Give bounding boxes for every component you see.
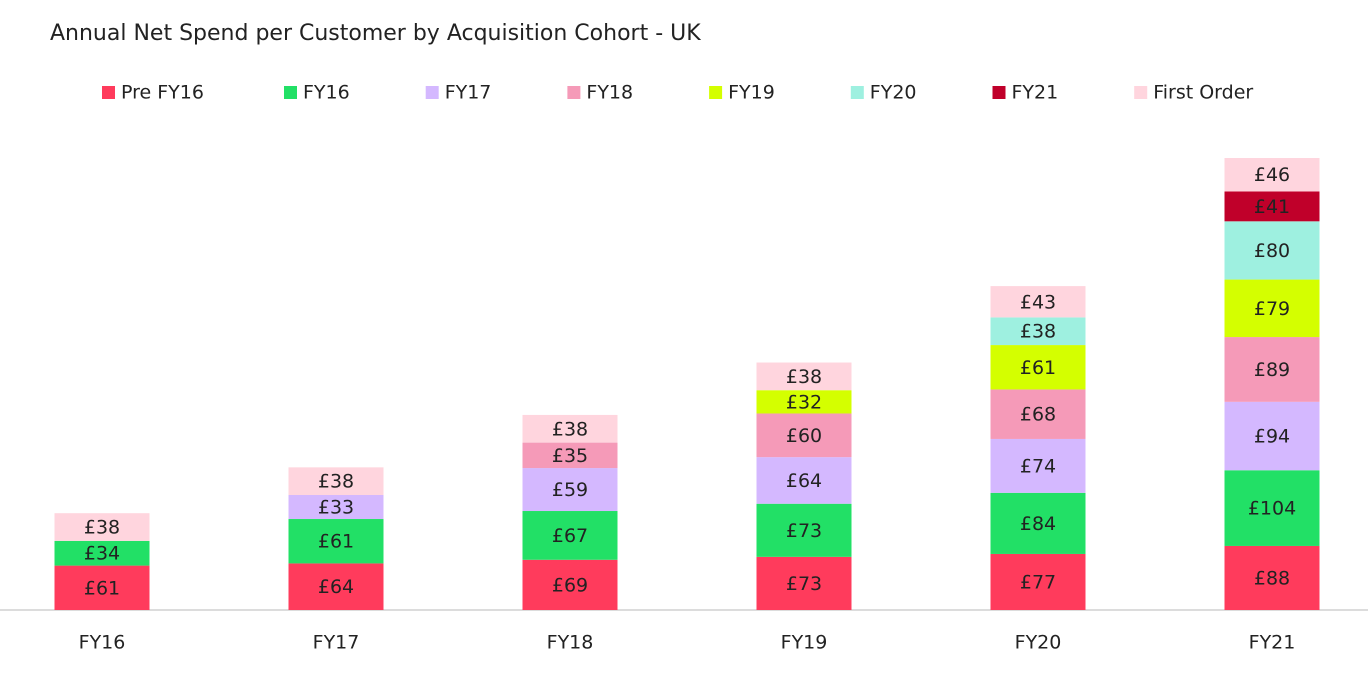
- bar-segment: [1224, 158, 1320, 192]
- bar-segment: [522, 511, 618, 560]
- bar-segment: [522, 468, 618, 512]
- bar-segment: [990, 286, 1086, 318]
- data-label: £38: [786, 366, 822, 388]
- bar-segment: [522, 442, 618, 469]
- legend-label: FY17: [445, 82, 492, 104]
- legend-label: FY21: [1012, 82, 1059, 104]
- bar-segment: [990, 389, 1086, 439]
- legend-label: FY20: [870, 82, 917, 104]
- data-label: £32: [786, 391, 822, 413]
- x-tick-label: FY16: [79, 632, 126, 654]
- data-label: £73: [786, 573, 822, 595]
- bar-segment: [990, 438, 1086, 493]
- data-label: £38: [318, 471, 354, 493]
- x-tick-label: FY17: [313, 632, 360, 654]
- x-tick-label: FY19: [781, 632, 828, 654]
- bar-segment: [288, 563, 384, 610]
- data-label: £94: [1254, 426, 1290, 448]
- bar-segment: [1224, 279, 1320, 338]
- x-tick-label: FY21: [1249, 632, 1296, 654]
- data-label: £41: [1254, 196, 1290, 218]
- data-label: £80: [1254, 240, 1290, 262]
- data-label: £104: [1248, 498, 1296, 520]
- legend-label: FY18: [586, 82, 633, 104]
- legend-swatch: [1134, 86, 1148, 99]
- x-tick-label: FY18: [547, 632, 594, 654]
- data-label: £61: [318, 531, 354, 553]
- bar-segment: [1224, 191, 1320, 222]
- data-label: £60: [786, 425, 822, 447]
- bar-segment: [288, 467, 384, 495]
- data-label: £35: [552, 445, 588, 467]
- data-label: £77: [1020, 571, 1056, 593]
- bar-segment: [522, 559, 618, 610]
- x-tick-label: FY20: [1015, 632, 1062, 654]
- bar-segment: [54, 565, 150, 610]
- legend-label: FY19: [728, 82, 775, 104]
- data-label: £33: [318, 497, 354, 519]
- data-label: £43: [1020, 291, 1056, 313]
- bar-segment: [288, 494, 384, 520]
- bar-segment: [1224, 545, 1320, 610]
- bar-segment: [990, 345, 1086, 390]
- legend-label: Pre FY16: [121, 82, 204, 104]
- data-label: £59: [552, 479, 588, 501]
- bar-segment: [1224, 337, 1320, 402]
- data-label: £74: [1020, 455, 1056, 477]
- bar-segment: [288, 519, 384, 564]
- data-label: £79: [1254, 298, 1290, 320]
- bar-segment: [1224, 221, 1320, 280]
- chart-title: Annual Net Spend per Customer by Acquisi…: [50, 21, 701, 46]
- legend-label: FY16: [303, 82, 350, 104]
- bar-segment: [756, 390, 852, 414]
- data-label: £89: [1254, 359, 1290, 381]
- bar-segment: [990, 317, 1086, 346]
- data-label: £38: [552, 418, 588, 440]
- legend-swatch: [102, 86, 115, 99]
- bar-segment: [522, 414, 618, 443]
- data-label: £68: [1020, 404, 1056, 426]
- data-label: £38: [84, 517, 120, 539]
- bar-segment: [54, 513, 150, 541]
- data-label: £84: [1020, 513, 1056, 535]
- bar-segment: [756, 413, 852, 458]
- legend-label: First Order: [1153, 82, 1253, 104]
- bar-segment: [756, 503, 852, 557]
- bar-segment: [990, 492, 1086, 554]
- bar-segment: [756, 457, 852, 504]
- legend-swatch: [425, 86, 439, 99]
- legend-swatch: [567, 86, 581, 99]
- bar-segment: [1224, 401, 1320, 471]
- bar-segment: [756, 362, 852, 391]
- legend-swatch: [850, 86, 864, 99]
- data-label: £61: [1020, 357, 1056, 379]
- legend-swatch: [992, 86, 1006, 99]
- data-label: £61: [84, 577, 120, 599]
- legend-swatch: [709, 86, 723, 99]
- data-label: £69: [552, 574, 588, 596]
- bar-segment: [1224, 470, 1320, 546]
- data-label: £67: [552, 525, 588, 547]
- data-label: £64: [318, 576, 354, 598]
- bar-segment: [990, 553, 1086, 610]
- data-label: £46: [1254, 164, 1290, 186]
- bar-segment: [54, 540, 150, 566]
- data-label: £88: [1254, 567, 1290, 589]
- data-label: £64: [786, 470, 822, 492]
- bar-segment: [756, 556, 852, 610]
- data-label: £38: [1020, 321, 1056, 343]
- data-label: £34: [84, 543, 120, 565]
- data-label: £73: [786, 520, 822, 542]
- legend-swatch: [284, 86, 297, 99]
